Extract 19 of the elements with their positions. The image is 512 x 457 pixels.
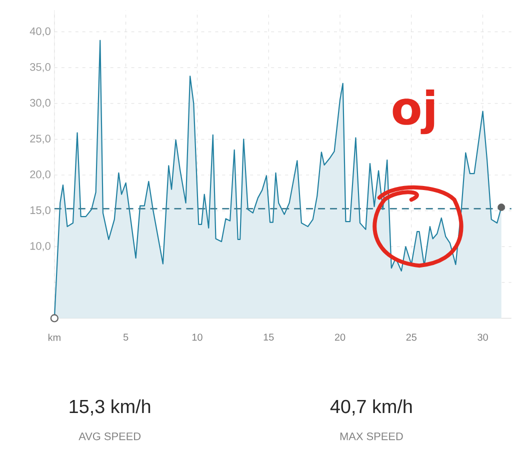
text: 15,3 km/h	[70, 399, 150, 416]
text: 40,7 km/h	[330, 399, 412, 416]
y-tick-label: 35,0	[30, 62, 50, 72]
y-tick-label: 25,0	[30, 134, 50, 144]
x-tick-label: 25	[406, 334, 417, 341]
text: MAX SPEED	[340, 432, 403, 440]
y-tick-label: 30,0	[30, 98, 50, 108]
text: AVG SPEED	[78, 432, 141, 440]
y-tick-label: 40,0	[30, 27, 50, 36]
x-tick-label: km	[48, 334, 60, 341]
x-tick-label: 15	[264, 334, 274, 340]
annotation: oj	[392, 89, 434, 134]
x-tick-label: 30	[478, 334, 488, 341]
x-tick-label: 5	[123, 334, 128, 340]
y-tick-label: 20,0	[30, 170, 50, 180]
y-tick-label: 15,0	[30, 206, 50, 216]
x-tick-label: 10	[192, 334, 202, 341]
y-tick-label: 10,0	[30, 242, 50, 251]
x-tick-label: 20	[334, 334, 346, 341]
